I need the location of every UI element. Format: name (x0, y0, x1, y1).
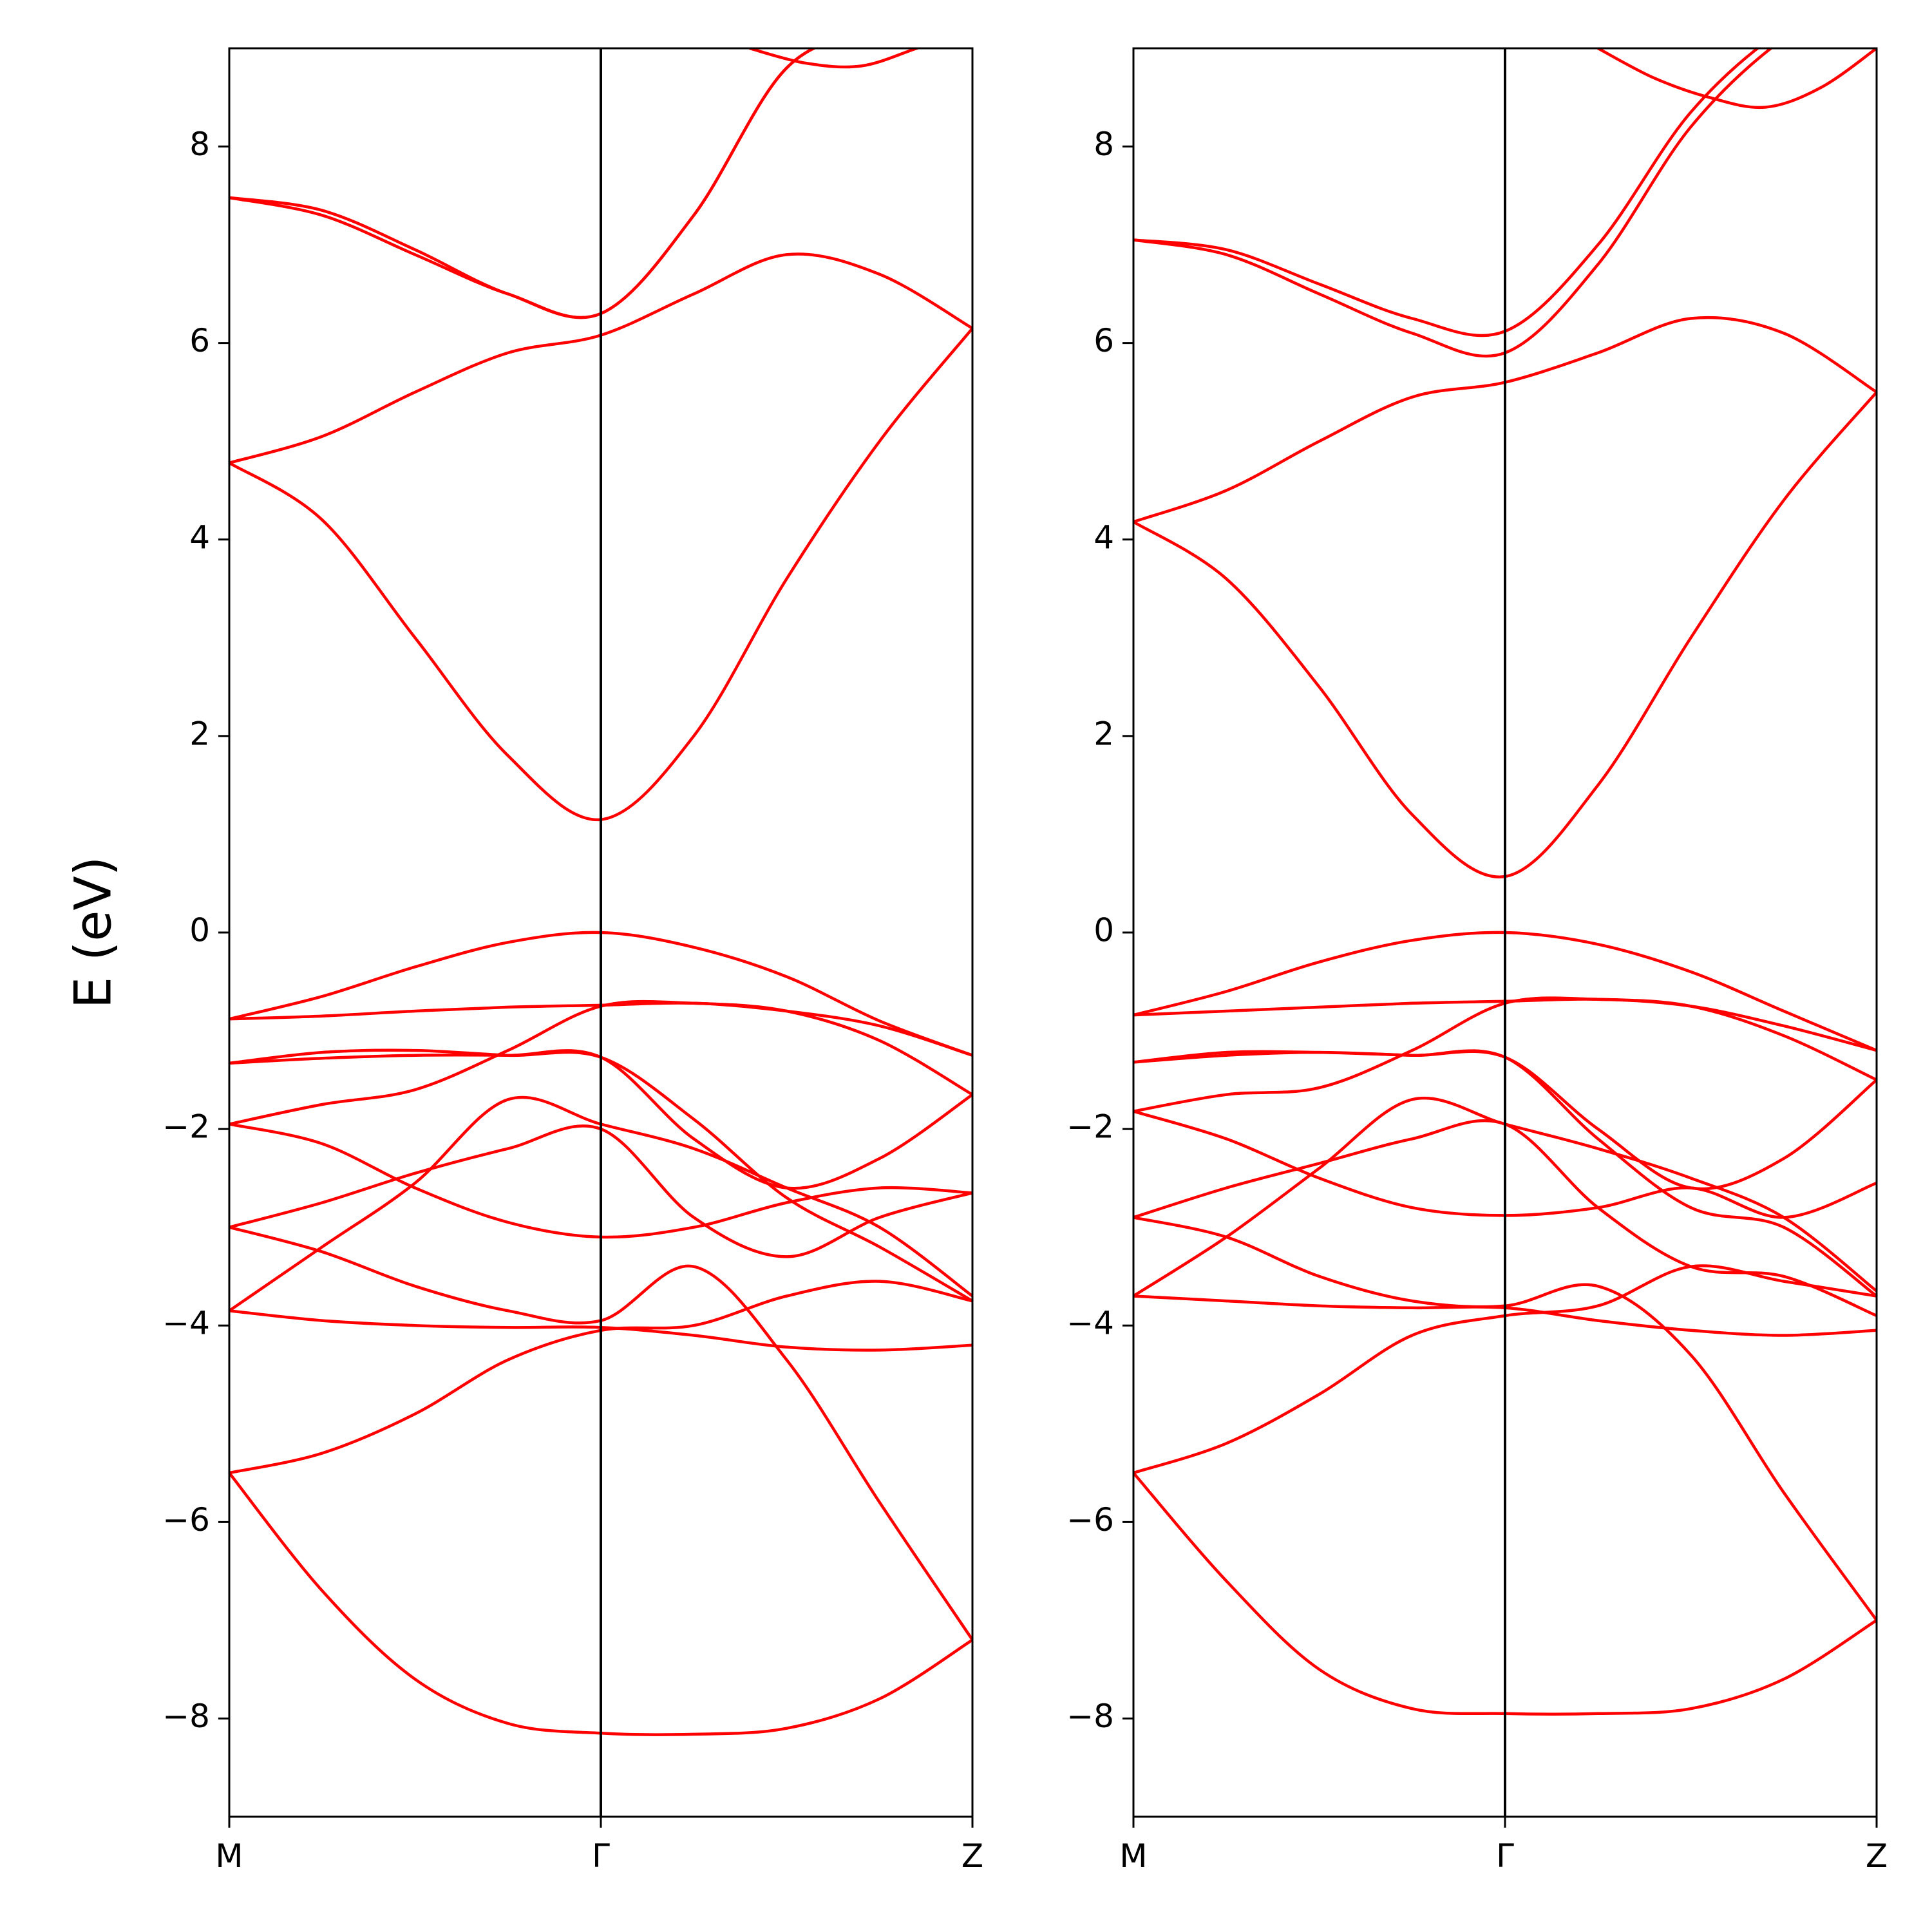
y-axis-label: E (eV) (64, 857, 122, 1009)
band-17-line (749, 48, 922, 69)
y-tick-label: −4 (1066, 1305, 1114, 1342)
y-tick-label: 4 (189, 518, 210, 556)
y-tick-label: −4 (162, 1305, 210, 1342)
band-5-line (1133, 1216, 1877, 1622)
band-1-line (229, 1472, 972, 1736)
y-tick-label: 4 (1094, 518, 1114, 556)
y-tick-label: 2 (189, 715, 210, 752)
y-tick-label: 0 (1094, 912, 1114, 949)
y-tick-label: 8 (189, 126, 210, 163)
y-tick-label: −6 (162, 1501, 210, 1539)
band-15-line (1133, 48, 1774, 358)
y-tick-label: −8 (162, 1698, 210, 1735)
y-tick-label: −8 (1066, 1698, 1114, 1735)
y-tick-label: 8 (1094, 126, 1114, 163)
band-17-line (1597, 48, 1877, 109)
y-tick-label: −2 (162, 1108, 210, 1146)
x-tick-label: Γ (1496, 1837, 1514, 1875)
y-tick-label: −2 (1066, 1108, 1114, 1146)
x-tick-label: M (1119, 1837, 1147, 1875)
y-tick-label: 6 (189, 322, 210, 359)
band-4-line (229, 1095, 972, 1312)
x-tick-label: M (215, 1837, 243, 1875)
band-16-line (1133, 48, 1760, 337)
band-16-line (229, 48, 817, 319)
band-5-line (229, 1226, 972, 1641)
x-tick-label: Z (1866, 1837, 1888, 1875)
x-tick-label: Γ (592, 1837, 610, 1875)
band-1-line (1133, 1472, 1877, 1716)
band-6-line (1133, 1119, 1877, 1318)
y-tick-label: −6 (1066, 1501, 1114, 1539)
y-tick-label: 0 (189, 912, 210, 949)
y-tick-label: 6 (1094, 322, 1114, 359)
x-tick-label: Z (961, 1837, 983, 1875)
band-13-line (1133, 391, 1877, 878)
band-10-line (1133, 1049, 1877, 1298)
right-band-panel: −8 −6 −4 −2 0 2 4 6 8 M Γ Z (1066, 47, 1888, 1875)
y-tick-label: 2 (1094, 715, 1114, 752)
left-band-panel: −8 −6 −4 −2 0 2 4 6 8 M Γ Z (162, 47, 983, 1875)
band-13-line (229, 327, 972, 821)
